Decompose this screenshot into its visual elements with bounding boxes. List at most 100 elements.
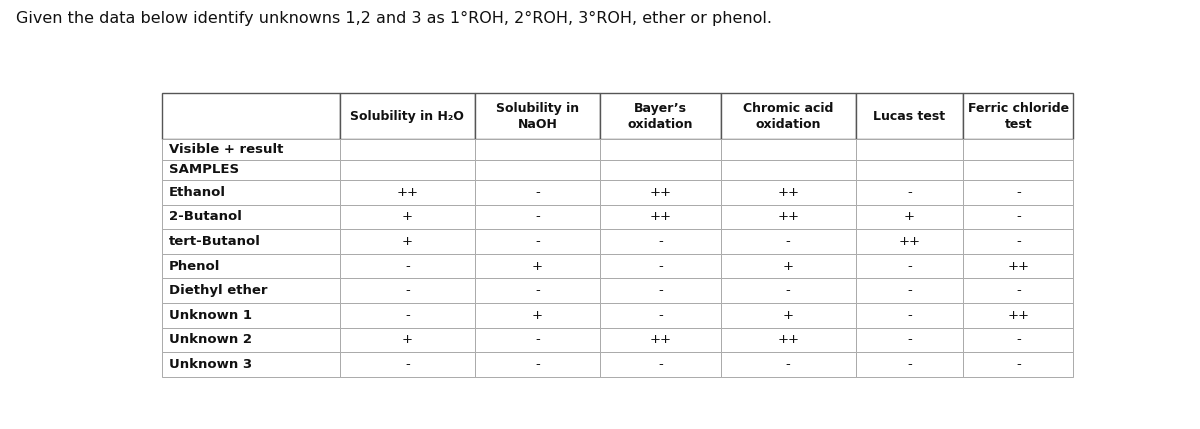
Bar — [964, 229, 1074, 254]
Text: -: - — [907, 260, 912, 273]
Bar — [721, 328, 856, 352]
Bar — [856, 278, 964, 303]
Bar — [964, 254, 1074, 278]
Text: -: - — [535, 333, 540, 347]
Bar — [475, 180, 600, 205]
Text: ++: ++ — [778, 186, 799, 199]
Bar — [600, 328, 721, 352]
Text: +: + — [782, 260, 793, 273]
Bar — [475, 205, 600, 229]
Bar — [721, 254, 856, 278]
Text: -: - — [659, 358, 664, 371]
Text: +: + — [402, 333, 413, 347]
Bar — [964, 180, 1074, 205]
Bar — [600, 205, 721, 229]
Bar — [964, 160, 1074, 180]
Bar — [340, 180, 475, 205]
Bar — [600, 180, 721, 205]
Text: +: + — [532, 309, 544, 322]
Text: -: - — [659, 284, 664, 297]
Bar — [162, 205, 340, 229]
Text: ++: ++ — [649, 211, 672, 224]
Bar — [721, 205, 856, 229]
Bar — [162, 93, 340, 139]
Text: Ferric chloride
test: Ferric chloride test — [967, 102, 1069, 130]
Bar — [964, 352, 1074, 377]
Bar — [475, 160, 600, 180]
Bar — [856, 93, 964, 139]
Text: Ethanol: Ethanol — [169, 186, 226, 199]
Text: ++: ++ — [649, 186, 672, 199]
Text: +: + — [402, 235, 413, 248]
Bar — [600, 93, 721, 139]
Bar — [475, 352, 600, 377]
Bar — [475, 328, 600, 352]
Bar — [856, 254, 964, 278]
Bar — [340, 352, 475, 377]
Bar — [475, 93, 600, 139]
Text: -: - — [907, 284, 912, 297]
Text: Unknown 2: Unknown 2 — [169, 333, 252, 347]
Bar — [600, 160, 721, 180]
Text: ++: ++ — [778, 333, 799, 347]
Text: Unknown 1: Unknown 1 — [169, 309, 252, 322]
Bar — [721, 278, 856, 303]
Bar — [340, 93, 475, 139]
Bar — [162, 328, 340, 352]
Text: ++: ++ — [778, 211, 799, 224]
Text: -: - — [535, 358, 540, 371]
Text: Bayer’s
oxidation: Bayer’s oxidation — [628, 102, 694, 130]
Bar — [340, 139, 475, 160]
Text: -: - — [535, 211, 540, 224]
Bar — [964, 93, 1074, 139]
Text: -: - — [907, 358, 912, 371]
Text: Given the data below identify unknowns 1,2 and 3 as 1°ROH, 2°ROH, 3°ROH, ether o: Given the data below identify unknowns 1… — [16, 11, 772, 26]
Text: -: - — [535, 186, 540, 199]
Bar — [964, 278, 1074, 303]
Text: -: - — [1016, 235, 1021, 248]
Bar — [600, 278, 721, 303]
Text: ++: ++ — [1007, 309, 1030, 322]
Text: -: - — [404, 260, 409, 273]
Bar — [600, 254, 721, 278]
Bar — [162, 160, 340, 180]
Text: +: + — [904, 211, 914, 224]
Bar — [340, 278, 475, 303]
Text: -: - — [1016, 211, 1021, 224]
Text: Solubility in H₂O: Solubility in H₂O — [350, 109, 464, 123]
Bar — [340, 229, 475, 254]
Bar — [964, 328, 1074, 352]
Bar — [856, 160, 964, 180]
Text: -: - — [907, 309, 912, 322]
Text: SAMPLES: SAMPLES — [169, 163, 239, 176]
Text: -: - — [659, 309, 664, 322]
Text: -: - — [535, 235, 540, 248]
Text: ++: ++ — [649, 333, 672, 347]
Bar — [340, 254, 475, 278]
Text: ++: ++ — [899, 235, 920, 248]
Bar — [340, 328, 475, 352]
Text: Diethyl ether: Diethyl ether — [169, 284, 268, 297]
Text: ++: ++ — [1007, 260, 1030, 273]
Bar — [856, 205, 964, 229]
Bar — [721, 229, 856, 254]
Bar — [721, 160, 856, 180]
Bar — [162, 139, 340, 160]
Text: -: - — [786, 284, 791, 297]
Bar — [856, 180, 964, 205]
Text: -: - — [1016, 333, 1021, 347]
Text: -: - — [535, 284, 540, 297]
Bar — [162, 229, 340, 254]
Bar — [475, 254, 600, 278]
Text: Unknown 3: Unknown 3 — [169, 358, 252, 371]
Text: -: - — [659, 260, 664, 273]
Text: +: + — [402, 211, 413, 224]
Bar — [475, 139, 600, 160]
Bar — [721, 139, 856, 160]
Text: -: - — [404, 284, 409, 297]
Text: tert-Butanol: tert-Butanol — [169, 235, 262, 248]
Bar — [600, 229, 721, 254]
Bar — [475, 278, 600, 303]
Text: +: + — [532, 260, 544, 273]
Text: -: - — [907, 333, 912, 347]
